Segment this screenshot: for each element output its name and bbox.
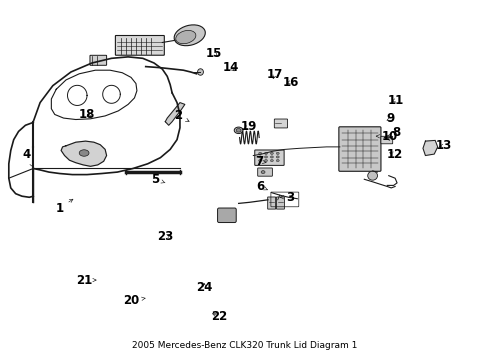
Text: 5: 5 — [151, 173, 165, 186]
Ellipse shape — [236, 129, 241, 132]
Ellipse shape — [258, 156, 261, 158]
Text: 8: 8 — [391, 126, 399, 139]
Text: 7: 7 — [255, 155, 265, 168]
Ellipse shape — [174, 25, 205, 46]
Text: 2005 Mercedes-Benz CLK320 Trunk Lid Diagram 1: 2005 Mercedes-Benz CLK320 Trunk Lid Diag… — [132, 341, 356, 350]
Text: 12: 12 — [386, 148, 403, 161]
FancyBboxPatch shape — [267, 197, 275, 209]
Text: 17: 17 — [266, 68, 283, 81]
Text: 16: 16 — [282, 76, 299, 89]
Text: 10: 10 — [375, 130, 398, 143]
Text: 13: 13 — [435, 139, 451, 152]
Ellipse shape — [264, 152, 267, 154]
Text: 9: 9 — [386, 112, 393, 125]
Text: 24: 24 — [196, 281, 212, 294]
Ellipse shape — [270, 159, 273, 162]
FancyBboxPatch shape — [217, 208, 236, 222]
Text: 2: 2 — [174, 109, 189, 122]
Ellipse shape — [175, 31, 196, 44]
Ellipse shape — [270, 156, 273, 158]
Ellipse shape — [258, 152, 261, 154]
Text: 1: 1 — [56, 199, 73, 215]
Ellipse shape — [197, 69, 203, 75]
FancyBboxPatch shape — [338, 127, 380, 171]
Ellipse shape — [276, 159, 279, 162]
Text: 19: 19 — [240, 120, 256, 133]
FancyBboxPatch shape — [274, 119, 287, 128]
Ellipse shape — [276, 156, 279, 158]
FancyBboxPatch shape — [380, 136, 392, 144]
Ellipse shape — [261, 171, 264, 174]
Ellipse shape — [258, 159, 261, 162]
Polygon shape — [422, 140, 437, 156]
Ellipse shape — [276, 152, 279, 154]
Polygon shape — [61, 141, 106, 166]
Text: 21: 21 — [76, 274, 96, 287]
Polygon shape — [165, 103, 184, 125]
Ellipse shape — [234, 127, 243, 134]
Text: 4: 4 — [23, 148, 33, 167]
Text: 18: 18 — [79, 108, 95, 121]
FancyBboxPatch shape — [90, 55, 106, 65]
Text: 15: 15 — [205, 47, 222, 60]
Ellipse shape — [264, 159, 267, 162]
Ellipse shape — [79, 150, 89, 156]
Text: 3: 3 — [280, 191, 294, 204]
Text: 14: 14 — [222, 61, 239, 74]
Ellipse shape — [264, 156, 267, 158]
FancyBboxPatch shape — [115, 36, 164, 55]
Text: 11: 11 — [387, 94, 404, 107]
FancyBboxPatch shape — [257, 168, 272, 176]
Text: 20: 20 — [122, 294, 145, 307]
FancyBboxPatch shape — [276, 197, 284, 209]
Text: 6: 6 — [256, 180, 267, 193]
Text: 22: 22 — [210, 310, 227, 323]
Text: 23: 23 — [157, 230, 173, 243]
Ellipse shape — [270, 152, 273, 154]
Ellipse shape — [367, 171, 377, 180]
FancyBboxPatch shape — [254, 150, 284, 165]
